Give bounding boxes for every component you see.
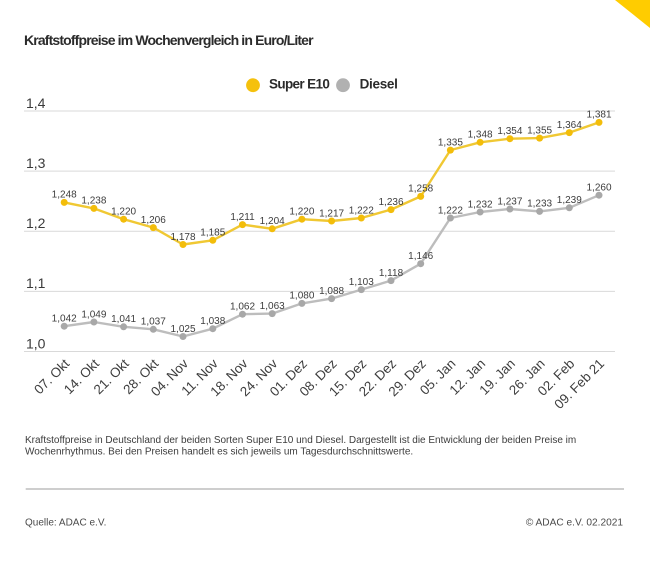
svg-text:1,239: 1,239 (557, 195, 582, 206)
svg-text:1,037: 1,037 (141, 317, 166, 328)
svg-text:1,063: 1,063 (260, 301, 285, 312)
svg-text:1,080: 1,080 (289, 291, 314, 302)
svg-text:1,220: 1,220 (289, 207, 314, 218)
svg-text:1,038: 1,038 (200, 316, 225, 327)
svg-text:Quelle: ADAC e.V.: Quelle: ADAC e.V. (25, 518, 106, 529)
svg-text:1,118: 1,118 (379, 268, 404, 279)
svg-text:1,042: 1,042 (52, 314, 77, 325)
svg-text:1,335: 1,335 (438, 137, 463, 148)
svg-text:© ADAC e.V. 02.2021: © ADAC e.V. 02.2021 (526, 518, 624, 529)
svg-text:1,0: 1,0 (26, 335, 46, 351)
svg-text:1,185: 1,185 (200, 228, 225, 239)
svg-text:1,220: 1,220 (111, 207, 136, 218)
svg-text:1,233: 1,233 (527, 199, 552, 210)
svg-text:1,025: 1,025 (170, 324, 195, 335)
svg-text:1,146: 1,146 (408, 251, 433, 262)
svg-text:1,222: 1,222 (438, 205, 463, 216)
svg-text:1,041: 1,041 (111, 314, 136, 325)
svg-text:1,258: 1,258 (408, 184, 433, 195)
svg-text:1,260: 1,260 (586, 183, 611, 194)
svg-text:1,237: 1,237 (497, 196, 522, 207)
svg-text:1,238: 1,238 (81, 196, 106, 207)
svg-text:1,355: 1,355 (527, 125, 552, 136)
svg-text:Kraftstoffpreise im Wochenverg: Kraftstoffpreise im Wochenvergleich in E… (24, 32, 314, 48)
svg-text:1,103: 1,103 (349, 277, 374, 288)
svg-text:1,222: 1,222 (349, 205, 374, 216)
svg-text:1,204: 1,204 (260, 216, 285, 227)
svg-text:Diesel: Diesel (360, 76, 398, 91)
svg-text:Wochenrhythmus. Bei den Preise: Wochenrhythmus. Bei den Preisen handelt … (25, 447, 413, 458)
svg-text:1,178: 1,178 (170, 232, 195, 243)
svg-text:1,211: 1,211 (230, 212, 255, 223)
svg-text:1,348: 1,348 (468, 130, 493, 141)
svg-text:1,217: 1,217 (319, 208, 344, 219)
svg-text:1,049: 1,049 (81, 309, 106, 320)
svg-text:1,3: 1,3 (26, 155, 46, 171)
svg-text:1,062: 1,062 (230, 302, 255, 313)
svg-text:Super E10: Super E10 (269, 76, 329, 91)
svg-text:1,088: 1,088 (319, 286, 344, 297)
svg-text:1,206: 1,206 (141, 215, 166, 226)
svg-text:1,2: 1,2 (26, 215, 46, 231)
svg-text:1,232: 1,232 (468, 199, 493, 210)
svg-text:1,381: 1,381 (586, 110, 611, 121)
svg-text:1,236: 1,236 (378, 197, 403, 208)
svg-text:Kraftstoffpreise in Deutschlan: Kraftstoffpreise in Deutschland der beid… (25, 435, 576, 446)
svg-text:1,364: 1,364 (557, 120, 582, 131)
svg-text:1,1: 1,1 (26, 275, 46, 291)
svg-text:1,4: 1,4 (26, 95, 46, 111)
svg-text:1,248: 1,248 (52, 190, 77, 201)
svg-text:1,354: 1,354 (497, 126, 522, 137)
